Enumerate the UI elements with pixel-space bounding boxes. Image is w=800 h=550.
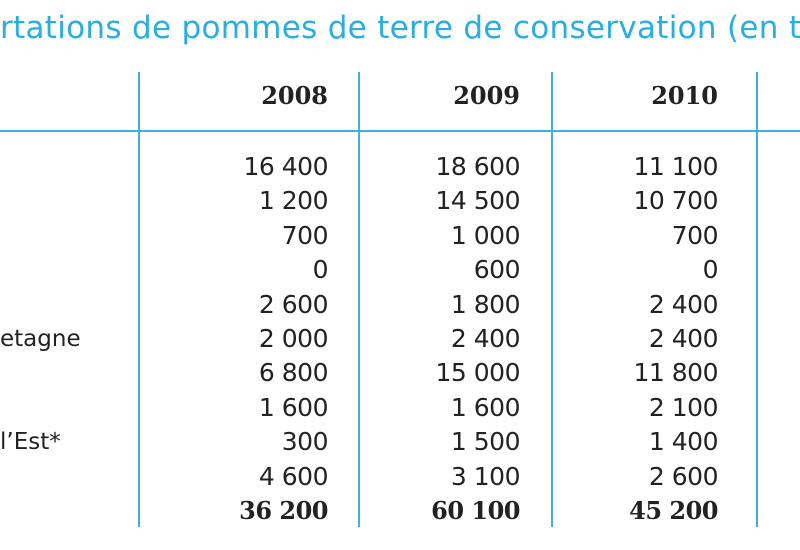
cell-2009: 18 600: [435, 152, 521, 181]
header-divider: [0, 130, 800, 132]
cell-2008: 2 600: [258, 289, 329, 319]
cell-2009: 2 400: [450, 323, 521, 353]
row-label: etagne: [0, 325, 81, 352]
cell-2010: 2 400: [648, 323, 719, 353]
table-row: 1 600 1 600 2 100: [0, 391, 800, 425]
cell-2009: 15 000: [435, 358, 521, 388]
cell-2010: 0: [702, 255, 719, 285]
cell-2010: 700: [671, 220, 719, 250]
column-divider-3: [551, 72, 553, 527]
column-divider-2: [358, 72, 360, 527]
cell-2010: 11 100: [633, 152, 719, 181]
cell-2009: 14 500: [435, 186, 521, 216]
row-label: l’Est*: [0, 429, 61, 456]
table-row: etagne 2 000 2 400 2 400: [0, 322, 800, 356]
cell-2009: 600: [473, 255, 521, 285]
column-header-2008: 2008: [261, 81, 328, 110]
cell-2010: 11 800: [633, 358, 719, 388]
cell-2008: 16 400: [243, 152, 329, 181]
table-row-total: 36 200 60 100 45 200: [0, 494, 800, 528]
column-header-2010: 2010: [651, 81, 718, 110]
table-row: 0 600 0: [0, 253, 800, 287]
total-2008: 36 200: [239, 495, 328, 525]
table-row: 2 600 1 800 2 400: [0, 288, 800, 322]
table-body: 16 400 18 600 11 100 1 200 14 500 10 700…: [0, 150, 800, 528]
cell-2008: 1 600: [258, 392, 329, 422]
cell-2008: 0: [312, 255, 329, 285]
total-2010: 45 200: [629, 495, 718, 525]
cell-2010: 2 100: [648, 392, 719, 422]
column-divider-1: [138, 72, 140, 527]
table-row: 4 600 3 100 2 600: [0, 460, 800, 494]
column-header-2009: 2009: [453, 81, 520, 110]
table-title: rtations de pommes de terre de conservat…: [0, 10, 800, 46]
cell-2008: 1 200: [258, 186, 329, 216]
cell-2008: 6 800: [258, 358, 329, 388]
cell-2008: 2 000: [258, 323, 329, 353]
cell-2008: 300: [281, 427, 329, 457]
cell-2010: 10 700: [633, 186, 719, 216]
cell-2009: 1 500: [450, 427, 521, 457]
table-row: 16 400 18 600 11 100: [0, 150, 800, 184]
table-row: 1 200 14 500 10 700: [0, 184, 800, 218]
cell-2008: 4 600: [258, 461, 329, 491]
total-2009: 60 100: [431, 495, 520, 525]
cell-2008: 700: [281, 220, 329, 250]
table-row: 6 800 15 000 11 800: [0, 356, 800, 390]
table-row: 700 1 000 700: [0, 219, 800, 253]
column-divider-4: [756, 72, 758, 527]
cell-2010: 2 400: [648, 289, 719, 319]
cell-2009: 1 800: [450, 289, 521, 319]
cell-2009: 1 600: [450, 392, 521, 422]
cell-2010: 1 400: [648, 427, 719, 457]
cell-2009: 1 000: [450, 220, 521, 250]
cell-2010: 2 600: [648, 461, 719, 491]
table-row: l’Est* 300 1 500 1 400: [0, 425, 800, 459]
cell-2009: 3 100: [450, 461, 521, 491]
